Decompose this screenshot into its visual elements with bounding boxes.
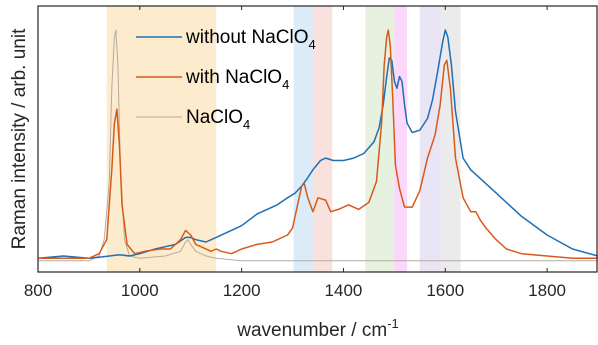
x-axis-label: wavenumber / cm-1: [236, 316, 399, 341]
x-tick-label: 800: [24, 281, 52, 300]
shaded-band-5: [394, 6, 408, 272]
legend: without NaClO4 with NaClO4 NaClO4: [136, 27, 316, 132]
x-tick-label: 1800: [528, 281, 566, 300]
series-line-3: [38, 29, 598, 262]
x-tick-label: 1400: [325, 281, 363, 300]
shaded-band-3: [312, 6, 333, 272]
legend-label-subscript: 4: [243, 117, 250, 132]
shaded-band-7: [441, 6, 461, 272]
legend-label-1: without NaClO4: [185, 27, 316, 52]
x-axis-ticks: 800 1000 1200 1400 1600 1800: [24, 6, 566, 300]
legend-label-subscript: 4: [309, 37, 316, 52]
shaded-band-2: [293, 6, 313, 272]
plot-frame: [37, 5, 598, 273]
shaded-bands: [106, 6, 461, 272]
spectra-lines: [37, 29, 598, 262]
series-line-2: [38, 29, 598, 260]
legend-label-2: with NaClO4: [185, 67, 289, 92]
x-tick-label: 1200: [223, 281, 261, 300]
legend-label-subscript: 4: [282, 77, 289, 92]
y-axis-label: Raman intensity / arb. unit: [9, 28, 30, 249]
shaded-band-6: [419, 6, 442, 272]
legend-label-3: NaClO4: [186, 107, 250, 132]
x-axis-label-superscript: -1: [387, 316, 399, 331]
x-tick-label: 1000: [121, 281, 159, 300]
x-tick-label: 1600: [426, 281, 464, 300]
